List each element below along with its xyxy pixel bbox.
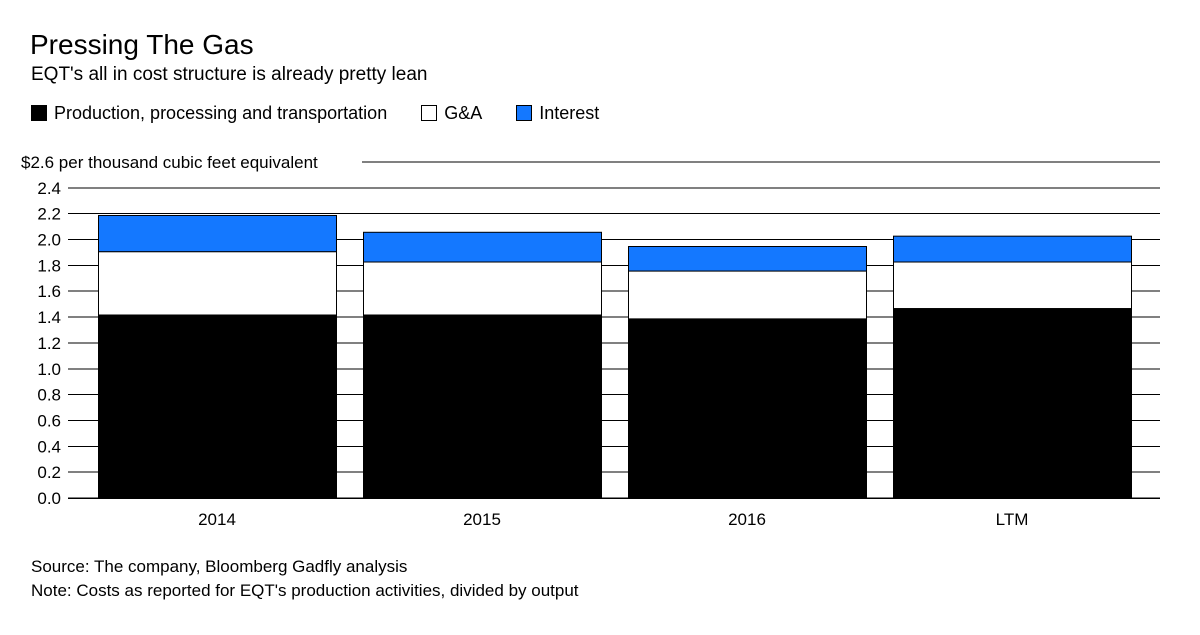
bar-2016-0: [628, 318, 867, 499]
y-tick-label-12: 2.4: [37, 179, 61, 198]
y-tick-label-9: 1.8: [37, 256, 61, 275]
legend: Production, processing and transportatio…: [31, 101, 633, 125]
legend-item-ga: G&A: [421, 103, 482, 124]
bar-2015-2: [363, 231, 602, 263]
y-tick-label-2: 0.4: [37, 437, 61, 456]
y-tick-label-8: 1.6: [37, 282, 61, 301]
bar-2015-0: [363, 314, 602, 499]
bar-2014-1: [98, 251, 337, 316]
legend-item-interest: Interest: [516, 103, 599, 124]
chart-title: Pressing The Gas: [30, 29, 254, 60]
y-axis-label: $2.6 per thousand cubic feet equivalent: [21, 153, 318, 172]
x-tick-label-1: 2015: [463, 510, 501, 529]
bar-2014-0: [98, 314, 337, 499]
bar-ltm-0: [893, 308, 1132, 499]
x-tick-label-0: 2014: [198, 510, 236, 529]
y-tick-label-6: 1.2: [37, 334, 61, 353]
bar-2016-1: [628, 270, 867, 320]
bar-2016-2: [628, 246, 867, 272]
y-tick-label-4: 0.8: [37, 386, 61, 405]
legend-label-production: Production, processing and transportatio…: [54, 102, 388, 123]
bar-ltm-2: [893, 235, 1132, 263]
x-tick-label-3: LTM: [996, 510, 1029, 529]
legend-swatch-interest: [516, 105, 533, 121]
bar-2015-1: [363, 261, 602, 316]
y-tick-label-0: 0.0: [37, 489, 61, 508]
legend-swatch-ga: [421, 105, 438, 121]
stacked-bar-chart: 0.0 0.2 0.4 0.6 0.8 1.0 1.2 1.4 1.6 1.8 2.0 2.2 2.4 $…: [21, 153, 1160, 529]
footnote: Note: Costs as reported for EQT's produc…: [31, 581, 579, 600]
y-tick-label-10: 2.0: [37, 231, 61, 250]
bar-ltm-1: [893, 261, 1132, 310]
legend-label-ga: G&A: [444, 102, 483, 123]
y-tick-label-1: 0.2: [37, 463, 61, 482]
x-tick-label-2: 2016: [728, 510, 766, 529]
y-tick-label-5: 1.0: [37, 360, 61, 379]
chart-subtitle: EQT's all in cost structure is already p…: [31, 64, 428, 85]
legend-swatch-production: [31, 105, 47, 121]
y-tick-label-7: 1.4: [37, 308, 61, 327]
bar-2014-2: [98, 214, 337, 253]
legend-item-production: Production, processing and transportatio…: [31, 103, 387, 124]
y-tick-label-11: 2.2: [37, 205, 61, 224]
legend-label-interest: Interest: [539, 102, 600, 123]
source-note: Source: The company, Bloomberg Gadfly an…: [31, 557, 408, 576]
y-tick-label-3: 0.6: [37, 411, 61, 430]
